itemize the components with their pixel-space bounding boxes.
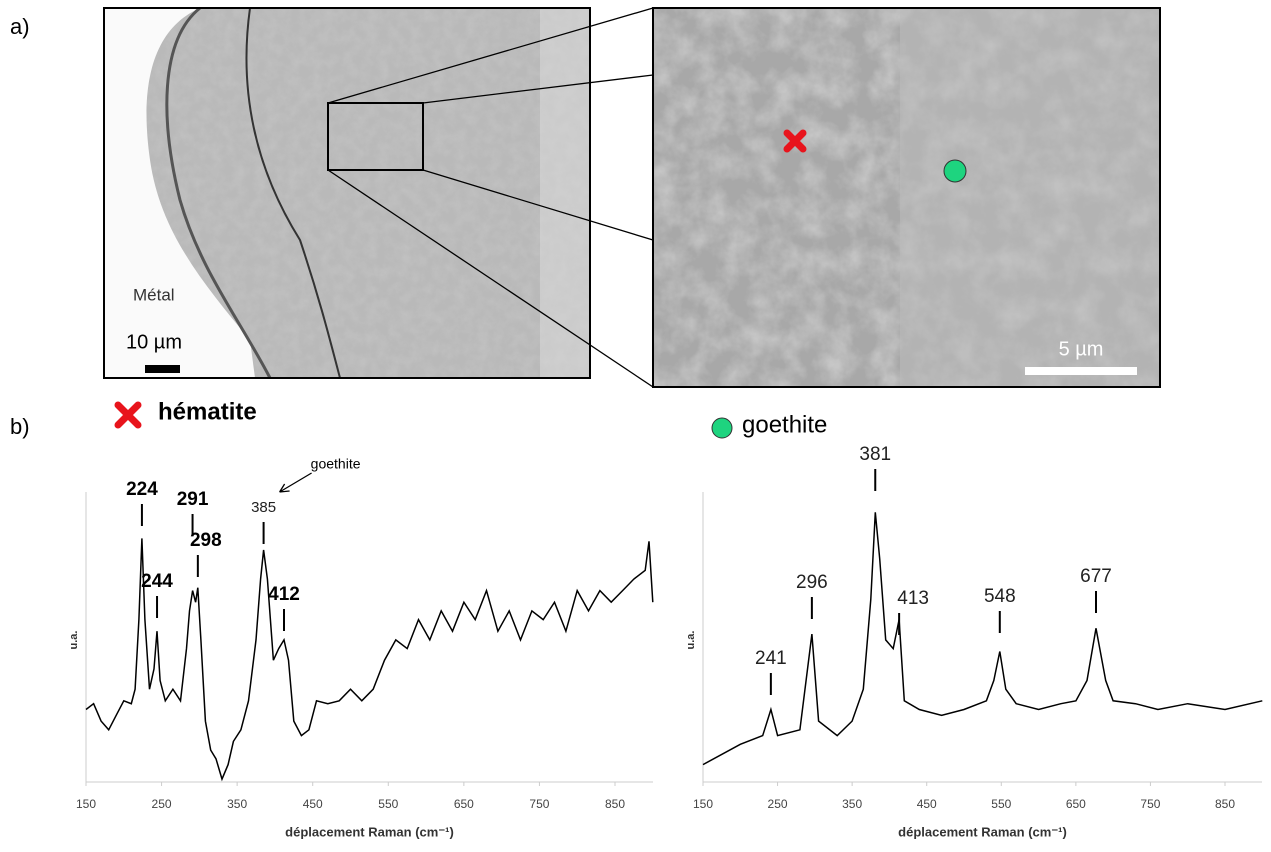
y-axis-title: u.a. — [685, 631, 697, 650]
x-tick-label: 450 — [917, 797, 937, 811]
panel-label: a) — [10, 14, 30, 39]
x-tick-label: 350 — [227, 797, 247, 811]
chart-title: hématite — [158, 398, 257, 425]
peak-label: 224 — [126, 479, 158, 500]
chart-title: goethite — [742, 411, 827, 438]
y-axis-title: u.a. — [68, 631, 80, 650]
hematite-spot — [783, 129, 807, 153]
spectrum-line — [702, 512, 1263, 766]
peak-label: 244 — [141, 571, 173, 592]
x-tick-label: 150 — [693, 797, 713, 811]
x-tick-label: 850 — [1215, 797, 1235, 811]
scale-label: 10 µm — [126, 331, 182, 353]
x-tick-label: 650 — [1066, 797, 1086, 811]
annotation: goethite — [311, 456, 361, 472]
x-axis-title: déplacement Raman (cm⁻¹) — [285, 824, 454, 839]
peak-label: 412 — [268, 584, 300, 605]
x-tick-label: 150 — [76, 797, 96, 811]
x-tick-label: 650 — [454, 797, 474, 811]
legend-marker — [114, 401, 142, 429]
x-tick-label: 250 — [152, 797, 172, 811]
micrograph-left — [103, 6, 591, 379]
zoom-lines — [327, 7, 654, 388]
peak-label: 381 — [859, 444, 891, 465]
peak-label: 413 — [897, 588, 929, 609]
peak-label: 385 — [251, 499, 276, 516]
peak-label: 298 — [190, 530, 222, 551]
x-tick-label: 350 — [842, 797, 862, 811]
peak-label: 241 — [755, 648, 787, 669]
goethite-spot — [943, 159, 967, 183]
x-axis-title: déplacement Raman (cm⁻¹) — [898, 824, 1067, 839]
peak-label: 291 — [177, 489, 209, 510]
scale-label: 5 µm — [1059, 338, 1104, 360]
x-tick-label: 850 — [605, 797, 625, 811]
x-tick-label: 550 — [378, 797, 398, 811]
x-tick-label: 250 — [768, 797, 788, 811]
spectrum-line — [85, 538, 654, 782]
x-tick-label: 750 — [529, 797, 549, 811]
x-tick-label: 750 — [1140, 797, 1160, 811]
peak-label: 677 — [1080, 566, 1112, 587]
panel-label: b) — [10, 414, 30, 439]
x-tick-label: 550 — [991, 797, 1011, 811]
x-tick-label: 450 — [303, 797, 323, 811]
micrograph-right — [652, 7, 1161, 388]
legend-marker — [711, 417, 733, 439]
annotation-arrow — [279, 472, 312, 493]
peak-label: 548 — [984, 586, 1016, 607]
peak-label: 296 — [796, 572, 828, 593]
metal-label: Métal — [133, 285, 175, 304]
